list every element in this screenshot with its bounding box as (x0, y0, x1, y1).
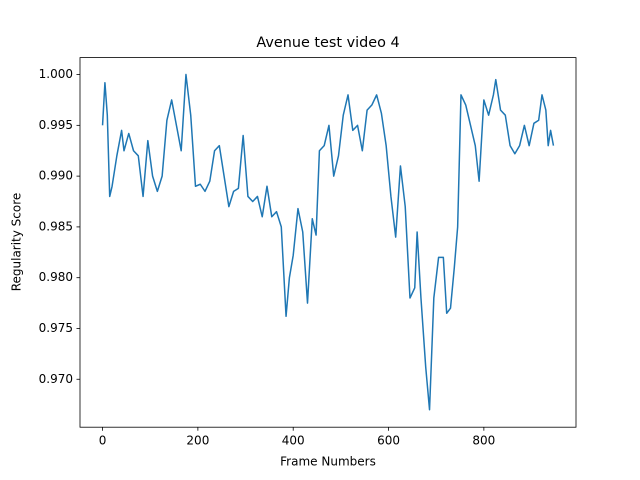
y-tick-label: 0.985 (39, 219, 73, 233)
x-tick-label: 800 (472, 434, 495, 448)
y-tick-label: 0.970 (39, 372, 73, 386)
y-axis-label: Regularity Score (10, 193, 24, 292)
y-tick-label: 0.980 (39, 270, 73, 284)
y-tick-label: 0.995 (39, 118, 73, 132)
x-axis-label: Frame Numbers (280, 455, 376, 469)
y-tick-label: 1.000 (39, 67, 73, 81)
y-tick-label: 0.975 (39, 321, 73, 335)
x-tick-label: 400 (282, 434, 305, 448)
x-tick-label: 0 (99, 434, 107, 448)
x-tick-label: 600 (377, 434, 400, 448)
y-tick-label: 0.990 (39, 169, 73, 183)
chart-title: Avenue test video 4 (256, 35, 399, 51)
x-tick-label: 200 (186, 434, 209, 448)
data-line (101, 73, 555, 411)
axes-frame (79, 57, 577, 428)
